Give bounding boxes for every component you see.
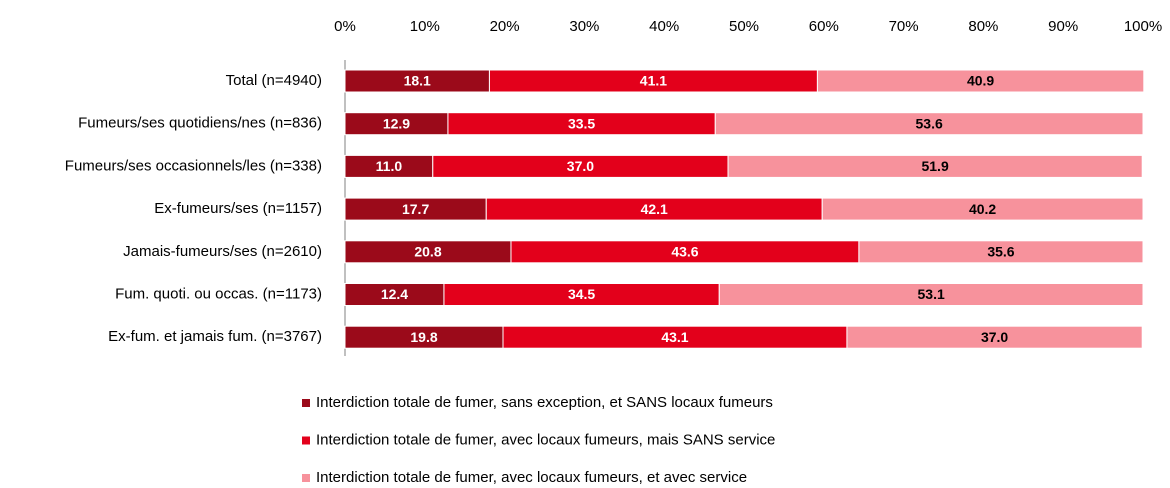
bar-segment bbox=[816, 69, 1145, 93]
value-label: 34.5 bbox=[568, 286, 595, 302]
value-label: 17.7 bbox=[402, 201, 429, 217]
x-tick-label: 60% bbox=[809, 18, 839, 35]
value-label: 19.8 bbox=[410, 329, 437, 345]
legend-swatch bbox=[302, 399, 310, 407]
category-label: Fumeurs/ses occasionnels/les (n=338) bbox=[65, 157, 322, 174]
value-label: 37.0 bbox=[981, 329, 1008, 345]
x-tick-label: 30% bbox=[569, 18, 599, 35]
legend-label: Interdiction totale de fumer, sans excep… bbox=[316, 394, 773, 411]
value-label: 37.0 bbox=[567, 158, 594, 174]
category-label: Fum. quoti. ou occas. (n=1173) bbox=[115, 285, 322, 302]
legend-swatch bbox=[302, 474, 310, 482]
value-label: 41.1 bbox=[640, 73, 667, 89]
value-label: 53.6 bbox=[916, 115, 943, 131]
bar-segment bbox=[714, 112, 1144, 136]
bar-segment bbox=[727, 154, 1143, 178]
category-label: Jamais-fumeurs/ses (n=2610) bbox=[123, 243, 322, 260]
bar-segment bbox=[821, 197, 1144, 221]
x-tick-label: 0% bbox=[334, 18, 356, 35]
bar-segment bbox=[718, 283, 1144, 306]
x-tick-label: 40% bbox=[649, 18, 679, 35]
bar-segment bbox=[858, 240, 1144, 264]
x-tick-label: 10% bbox=[410, 18, 440, 35]
value-label: 33.5 bbox=[568, 115, 595, 131]
value-label: 18.1 bbox=[404, 73, 431, 89]
value-label: 12.4 bbox=[381, 286, 408, 302]
bar-segment bbox=[846, 325, 1143, 349]
value-label: 40.9 bbox=[967, 73, 994, 89]
legend-swatch bbox=[302, 436, 310, 445]
x-tick-label: 20% bbox=[490, 18, 520, 35]
value-label: 12.9 bbox=[383, 115, 410, 131]
value-label: 51.9 bbox=[921, 158, 948, 174]
legend-label: Interdiction totale de fumer, avec locau… bbox=[316, 431, 775, 448]
value-label: 20.8 bbox=[414, 244, 441, 260]
x-tick-label: 80% bbox=[968, 18, 998, 35]
value-label: 53.1 bbox=[918, 286, 945, 302]
value-label: 40.2 bbox=[969, 201, 996, 217]
category-label: Ex-fumeurs/ses (n=1157) bbox=[154, 200, 322, 217]
value-label: 43.1 bbox=[661, 329, 688, 345]
x-tick-label: 70% bbox=[889, 18, 919, 35]
value-label: 42.1 bbox=[641, 201, 668, 217]
x-tick-label: 100% bbox=[1124, 18, 1162, 35]
legend-label: Interdiction totale de fumer, avec locau… bbox=[316, 469, 747, 486]
value-label: 43.6 bbox=[671, 244, 698, 260]
category-label: Total (n=4940) bbox=[226, 72, 322, 89]
category-label: Ex-fum. et jamais fum. (n=3767) bbox=[108, 328, 322, 345]
x-tick-label: 50% bbox=[729, 18, 759, 35]
value-label: 11.0 bbox=[376, 158, 403, 174]
x-tick-label: 90% bbox=[1048, 18, 1078, 35]
category-label: Fumeurs/ses quotidiens/nes (n=836) bbox=[78, 115, 322, 132]
value-label: 35.6 bbox=[987, 244, 1014, 260]
